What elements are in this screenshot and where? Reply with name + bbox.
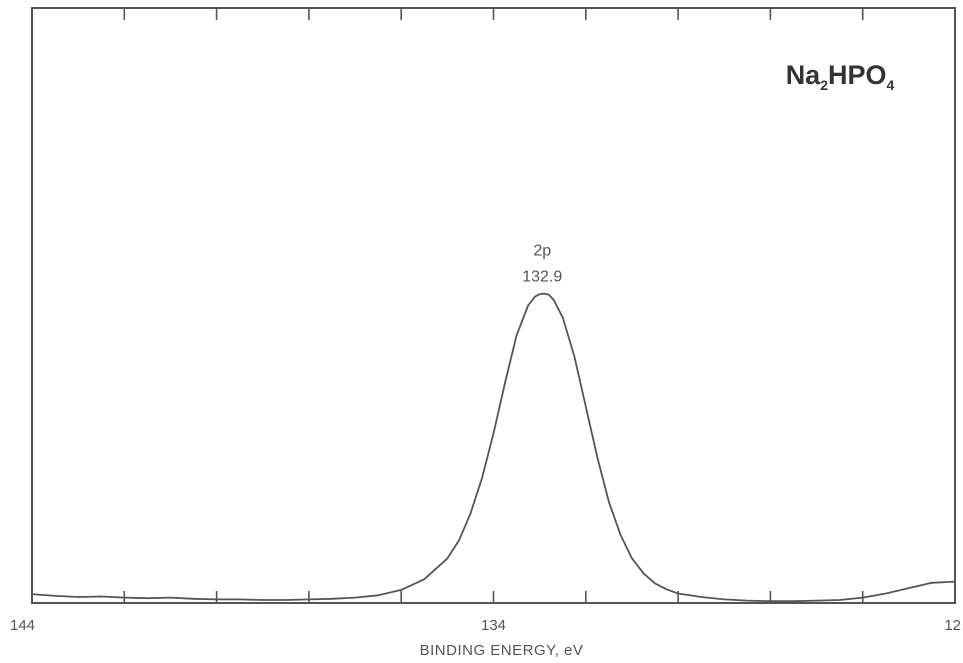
peak-orbital-label: 2p: [533, 243, 551, 260]
peak-annotations: 2p 132.9: [522, 243, 562, 286]
x-axis-title: BINDING ENERGY, eV: [420, 642, 584, 659]
compound-subscript: 4: [887, 77, 895, 93]
compound-label: Na2HPO4: [786, 60, 895, 93]
spectrum-line: [31, 292, 956, 603]
top-tick-marks: [123, 8, 864, 20]
compound-text: Na: [786, 60, 821, 90]
compound-text: HPO: [828, 60, 887, 90]
plot-frame: [31, 7, 956, 604]
x-tick-label: 144: [10, 617, 35, 634]
x-tick-label: 12: [944, 617, 961, 634]
x-tick-label: 134: [481, 617, 506, 634]
peak-energy-label: 132.9: [522, 269, 562, 286]
compound-subscript: 2: [820, 77, 828, 93]
x-tick-labels: 144 134 12: [10, 617, 961, 634]
